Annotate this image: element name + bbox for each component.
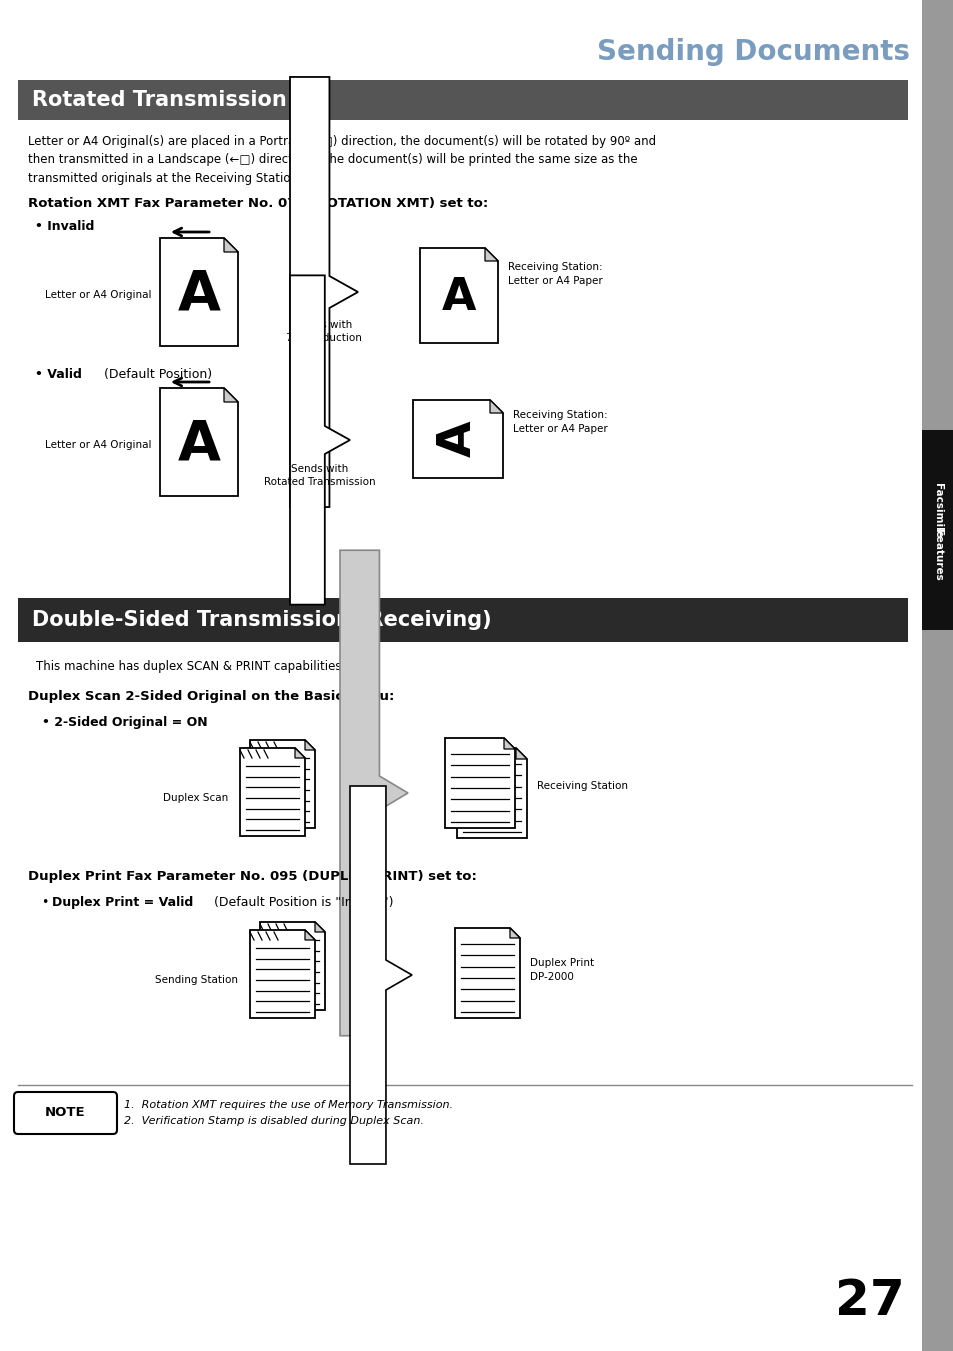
Text: Receiving Station:: Receiving Station:: [507, 262, 602, 272]
Polygon shape: [250, 740, 314, 828]
Text: Letter or A4 Original: Letter or A4 Original: [46, 440, 152, 450]
Text: Letter or A4 Paper: Letter or A4 Paper: [513, 424, 607, 434]
Text: Sending Documents: Sending Documents: [597, 38, 909, 66]
Text: A: A: [177, 417, 220, 471]
Text: Duplex Scan 2-Sided Original on the Basic Menu:: Duplex Scan 2-Sided Original on the Basi…: [28, 690, 394, 703]
Text: Facsimile: Facsimile: [932, 482, 942, 538]
Text: Sends with: Sends with: [291, 463, 348, 474]
Polygon shape: [250, 929, 314, 1019]
Text: Features: Features: [932, 530, 942, 581]
Polygon shape: [160, 238, 237, 346]
Text: Rotated Transmission: Rotated Transmission: [32, 91, 287, 109]
Polygon shape: [224, 388, 237, 403]
Text: (Default Position is "Invalid"): (Default Position is "Invalid"): [210, 896, 393, 909]
Polygon shape: [290, 77, 357, 507]
Polygon shape: [484, 249, 497, 261]
Text: Double-Sided Transmission (Receiving): Double-Sided Transmission (Receiving): [32, 611, 491, 630]
Text: (Default Position): (Default Position): [100, 367, 212, 381]
Text: Letter or A4 Paper: Letter or A4 Paper: [507, 276, 602, 286]
Text: Letter or A4 Original(s) are placed in a Portrait (←□) direction, the document(s: Letter or A4 Original(s) are placed in a…: [28, 135, 656, 185]
Text: Letter or A4 Original: Letter or A4 Original: [46, 290, 152, 300]
Text: DP-2000: DP-2000: [530, 971, 574, 982]
Polygon shape: [350, 786, 412, 1165]
Bar: [18, 598, 907, 642]
Text: • Valid: • Valid: [35, 367, 82, 381]
Text: Sends with: Sends with: [295, 320, 353, 330]
FancyBboxPatch shape: [14, 1092, 117, 1133]
Polygon shape: [294, 748, 305, 758]
Polygon shape: [516, 748, 526, 759]
Text: Rotation XMT Fax Parameter No. 078 (ROTATION XMT) set to:: Rotation XMT Fax Parameter No. 078 (ROTA…: [28, 197, 488, 209]
Text: A: A: [177, 267, 220, 322]
Polygon shape: [456, 748, 526, 838]
Text: •: •: [42, 896, 53, 909]
Text: Duplex Scan: Duplex Scan: [163, 793, 228, 802]
Text: Sending Station: Sending Station: [154, 975, 237, 985]
Text: This machine has duplex SCAN & PRINT capabilities.: This machine has duplex SCAN & PRINT cap…: [36, 661, 345, 673]
Polygon shape: [224, 238, 237, 253]
Text: Receiving Station:: Receiving Station:: [513, 409, 607, 420]
Polygon shape: [490, 400, 502, 413]
Text: • Invalid: • Invalid: [35, 220, 94, 232]
Polygon shape: [305, 929, 314, 940]
Polygon shape: [290, 276, 350, 605]
Polygon shape: [510, 928, 519, 938]
Text: Rotated Transmission: Rotated Transmission: [264, 477, 375, 486]
Polygon shape: [455, 928, 519, 1019]
Polygon shape: [503, 738, 515, 748]
Bar: [921, 430, 953, 630]
Text: Duplex Print Fax Parameter No. 095 (DUPLEX PRINT) set to:: Duplex Print Fax Parameter No. 095 (DUPL…: [28, 870, 476, 884]
Text: Duplex Print: Duplex Print: [530, 958, 594, 969]
Text: Duplex Print = Valid: Duplex Print = Valid: [52, 896, 193, 909]
Text: A: A: [441, 276, 476, 319]
Polygon shape: [314, 921, 325, 932]
Bar: [18, 80, 907, 120]
Polygon shape: [240, 748, 305, 836]
Text: A: A: [435, 420, 480, 457]
Polygon shape: [339, 550, 408, 1036]
Text: 27: 27: [835, 1277, 904, 1325]
Text: 2.  Verification Stamp is disabled during Duplex Scan.: 2. Verification Stamp is disabled during…: [124, 1116, 423, 1125]
Bar: [921, 0, 953, 1351]
Polygon shape: [444, 738, 515, 828]
Polygon shape: [160, 388, 237, 496]
Polygon shape: [305, 740, 314, 750]
Text: 70% reduction: 70% reduction: [286, 332, 361, 343]
Text: 1.  Rotation XMT requires the use of Memory Transmission.: 1. Rotation XMT requires the use of Memo…: [124, 1100, 453, 1111]
Text: • 2-Sided Original = ON: • 2-Sided Original = ON: [42, 716, 208, 730]
Text: Receiving Station: Receiving Station: [537, 781, 627, 790]
Polygon shape: [413, 400, 502, 478]
Polygon shape: [419, 249, 497, 343]
Text: NOTE: NOTE: [45, 1106, 85, 1120]
Polygon shape: [260, 921, 325, 1011]
